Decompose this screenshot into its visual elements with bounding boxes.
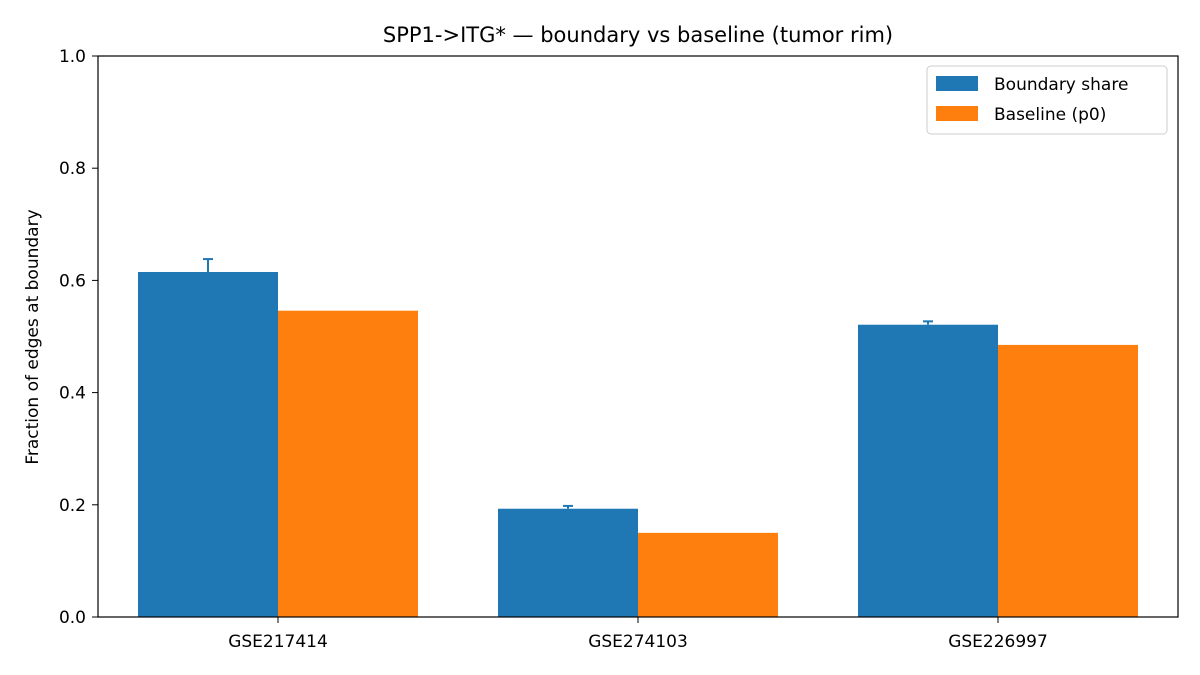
x-tick-label-gse226997: GSE226997	[948, 632, 1048, 652]
bar-gse226997-series-1	[998, 344, 1138, 617]
legend-frame	[926, 65, 1168, 135]
bar-gse217414-series-1	[278, 310, 418, 617]
y-tick-label-2: 0.4	[59, 384, 86, 404]
y-tick-label-0: 0.0	[59, 608, 86, 628]
y-tick-label-5: 1.0	[59, 47, 86, 67]
legend-label-boundary-share: Boundary share	[994, 75, 1128, 95]
y-axis-label: Fraction of edges at boundary	[23, 209, 43, 464]
bar-gse217414-series-0	[138, 271, 278, 617]
x-tick-label-gse217414: GSE217414	[228, 632, 328, 652]
legend-swatch-baseline	[936, 106, 978, 121]
y-tick-label-3: 0.6	[59, 271, 86, 291]
y-tick-label-1: 0.2	[59, 496, 86, 516]
bar-gse274103-series-0	[498, 508, 638, 617]
legend: Boundary share Baseline (p0)	[926, 65, 1168, 135]
axes-layer: GSE217414 GSE274103 GSE226997 0.0 0.2 0.4 0.6 0…	[59, 47, 1179, 652]
bar-gse226997-series-0	[858, 324, 998, 617]
y-tick-label-4: 0.8	[59, 159, 86, 179]
bar-gse274103-series-1	[638, 532, 778, 617]
legend-label-baseline: Baseline (p0)	[994, 105, 1106, 125]
x-tick-label-gse274103: GSE274103	[588, 632, 688, 652]
plot-frame	[97, 55, 1179, 618]
chart-title: SPP1->ITG* — boundary vs baseline (tumor…	[383, 23, 893, 47]
legend-swatch-boundary-share	[936, 76, 978, 91]
bars-layer	[138, 258, 1138, 617]
